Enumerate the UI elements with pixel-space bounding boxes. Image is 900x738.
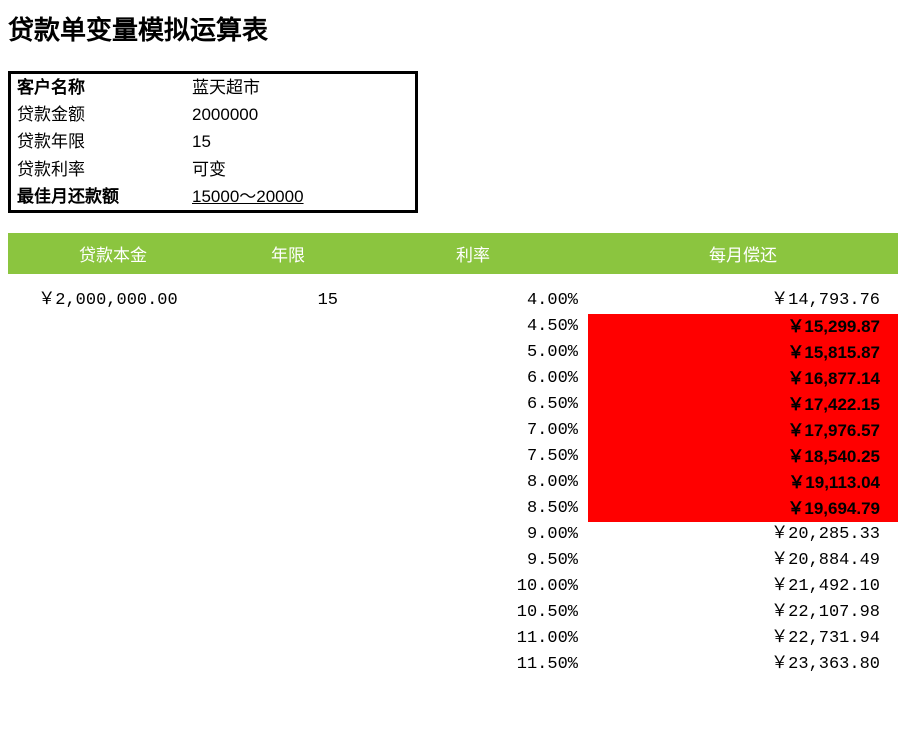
cell-term bbox=[218, 522, 358, 548]
table-row: 4.50%￥15,299.87 bbox=[8, 314, 898, 340]
cell-pay: ￥22,107.98 bbox=[588, 600, 898, 626]
cell-principal bbox=[8, 444, 218, 470]
col-header-principal: 贷款本金 bbox=[8, 241, 218, 266]
table-row: 9.50%￥20,884.49 bbox=[8, 548, 898, 574]
cell-rate: 4.00% bbox=[358, 288, 588, 314]
cell-rate: 8.50% bbox=[358, 496, 588, 522]
cell-term bbox=[218, 496, 358, 522]
info-value: 15000～20000 bbox=[192, 183, 409, 210]
cell-pay: ￥14,793.76 bbox=[588, 288, 898, 314]
cell-rate: 5.00% bbox=[358, 340, 588, 366]
col-header-pay: 每月偿还 bbox=[588, 241, 898, 266]
table-row: 6.50%￥17,422.15 bbox=[8, 392, 898, 418]
cell-principal bbox=[8, 314, 218, 340]
cell-term bbox=[218, 366, 358, 392]
table-header: 贷款本金 年限 利率 每月偿还 bbox=[8, 233, 898, 274]
cell-principal bbox=[8, 392, 218, 418]
info-row: 贷款金额2000000 bbox=[11, 101, 415, 128]
cell-principal bbox=[8, 470, 218, 496]
cell-rate: 8.00% bbox=[358, 470, 588, 496]
cell-rate: 10.50% bbox=[358, 600, 588, 626]
cell-rate: 7.00% bbox=[358, 418, 588, 444]
cell-pay: ￥20,285.33 bbox=[588, 522, 898, 548]
cell-pay: ￥17,422.15 bbox=[588, 392, 898, 418]
cell-rate: 9.50% bbox=[358, 548, 588, 574]
info-row: 最佳月还款额15000～20000 bbox=[11, 183, 415, 210]
cell-pay: ￥23,363.80 bbox=[588, 652, 898, 678]
cell-pay: ￥22,731.94 bbox=[588, 626, 898, 652]
cell-term bbox=[218, 392, 358, 418]
info-value: 2000000 bbox=[192, 101, 409, 128]
info-value: 可变 bbox=[192, 156, 409, 183]
cell-rate: 7.50% bbox=[358, 444, 588, 470]
info-label: 客户名称 bbox=[17, 74, 192, 101]
cell-rate: 10.00% bbox=[358, 574, 588, 600]
cell-rate: 4.50% bbox=[358, 314, 588, 340]
table-row: 9.00%￥20,285.33 bbox=[8, 522, 898, 548]
table-row: 8.50%￥19,694.79 bbox=[8, 496, 898, 522]
cell-term: 15 bbox=[218, 288, 358, 314]
cell-term bbox=[218, 418, 358, 444]
cell-pay: ￥19,694.79 bbox=[588, 496, 898, 522]
info-label: 贷款利率 bbox=[17, 156, 192, 183]
cell-term bbox=[218, 444, 358, 470]
cell-pay: ￥20,884.49 bbox=[588, 548, 898, 574]
cell-rate: 6.50% bbox=[358, 392, 588, 418]
cell-rate: 9.00% bbox=[358, 522, 588, 548]
info-row: 客户名称蓝天超市 bbox=[11, 74, 415, 101]
info-row: 贷款利率可变 bbox=[11, 156, 415, 183]
cell-principal bbox=[8, 418, 218, 444]
data-table-body: ￥2,000,000.00154.00%￥14,793.764.50%￥15,2… bbox=[8, 288, 898, 678]
info-label: 贷款年限 bbox=[17, 128, 192, 155]
cell-principal bbox=[8, 574, 218, 600]
customer-info-box: 客户名称蓝天超市贷款金额2000000贷款年限15贷款利率可变最佳月还款额150… bbox=[8, 71, 418, 213]
table-row: ￥2,000,000.00154.00%￥14,793.76 bbox=[8, 288, 898, 314]
col-header-rate: 利率 bbox=[358, 241, 588, 266]
cell-rate: 6.00% bbox=[358, 366, 588, 392]
table-row: 11.50%￥23,363.80 bbox=[8, 652, 898, 678]
cell-principal bbox=[8, 496, 218, 522]
col-header-term: 年限 bbox=[218, 241, 358, 266]
cell-principal bbox=[8, 652, 218, 678]
page-title: 贷款单变量模拟运算表 bbox=[8, 10, 892, 47]
table-row: 7.50%￥18,540.25 bbox=[8, 444, 898, 470]
cell-term bbox=[218, 340, 358, 366]
cell-principal bbox=[8, 340, 218, 366]
table-row: 8.00%￥19,113.04 bbox=[8, 470, 898, 496]
cell-principal bbox=[8, 366, 218, 392]
cell-pay: ￥21,492.10 bbox=[588, 574, 898, 600]
cell-principal bbox=[8, 600, 218, 626]
cell-term bbox=[218, 314, 358, 340]
cell-pay: ￥18,540.25 bbox=[588, 444, 898, 470]
cell-pay: ￥15,815.87 bbox=[588, 340, 898, 366]
table-row: 10.00%￥21,492.10 bbox=[8, 574, 898, 600]
cell-term bbox=[218, 574, 358, 600]
cell-principal: ￥2,000,000.00 bbox=[8, 288, 218, 314]
info-row: 贷款年限15 bbox=[11, 128, 415, 155]
cell-term bbox=[218, 548, 358, 574]
table-row: 6.00%￥16,877.14 bbox=[8, 366, 898, 392]
cell-term bbox=[218, 600, 358, 626]
table-row: 10.50%￥22,107.98 bbox=[8, 600, 898, 626]
cell-principal bbox=[8, 522, 218, 548]
info-label: 贷款金额 bbox=[17, 101, 192, 128]
table-row: 11.00%￥22,731.94 bbox=[8, 626, 898, 652]
info-value: 蓝天超市 bbox=[192, 74, 409, 101]
info-value: 15 bbox=[192, 128, 409, 155]
cell-pay: ￥17,976.57 bbox=[588, 418, 898, 444]
info-label: 最佳月还款额 bbox=[17, 183, 192, 210]
table-row: 7.00%￥17,976.57 bbox=[8, 418, 898, 444]
table-row: 5.00%￥15,815.87 bbox=[8, 340, 898, 366]
cell-principal bbox=[8, 626, 218, 652]
cell-rate: 11.00% bbox=[358, 626, 588, 652]
cell-term bbox=[218, 652, 358, 678]
cell-pay: ￥16,877.14 bbox=[588, 366, 898, 392]
cell-rate: 11.50% bbox=[358, 652, 588, 678]
cell-principal bbox=[8, 548, 218, 574]
cell-pay: ￥19,113.04 bbox=[588, 470, 898, 496]
cell-term bbox=[218, 470, 358, 496]
cell-pay: ￥15,299.87 bbox=[588, 314, 898, 340]
cell-term bbox=[218, 626, 358, 652]
